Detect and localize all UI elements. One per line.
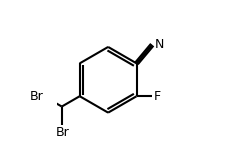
Text: Br: Br [30,90,43,103]
Text: F: F [153,90,160,103]
Text: N: N [154,38,164,51]
Text: Br: Br [55,126,69,139]
